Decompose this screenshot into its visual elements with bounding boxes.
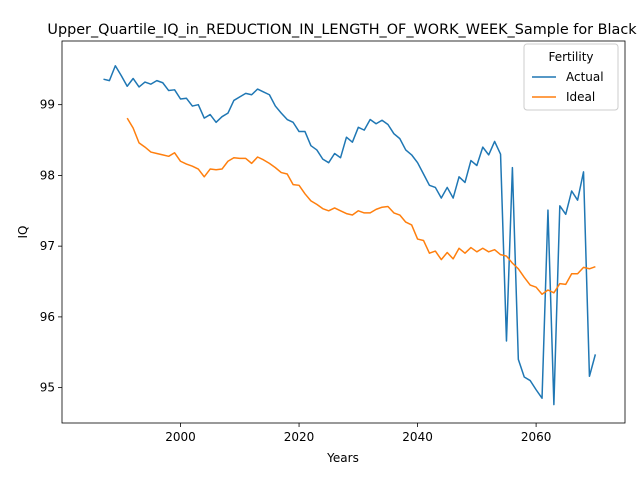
x-tick-label: 2060 bbox=[521, 430, 552, 444]
x-axis-label: Years bbox=[326, 451, 359, 465]
y-tick-label: 98 bbox=[40, 168, 55, 182]
legend-label-ideal: Ideal bbox=[566, 90, 595, 104]
legend: Fertility Actual Ideal bbox=[523, 43, 619, 111]
y-axis: 95 96 97 98 99 bbox=[40, 98, 62, 395]
x-tick-label: 2040 bbox=[402, 430, 433, 444]
chart-title: Upper_Quartile_IQ_in_REDUCTION_IN_LENGTH… bbox=[47, 22, 637, 38]
y-tick-label: 96 bbox=[40, 310, 55, 324]
y-tick-label: 97 bbox=[40, 239, 55, 253]
legend-box bbox=[523, 43, 619, 111]
x-axis: 2000 2020 2040 2060 bbox=[165, 423, 551, 444]
x-tick-label: 2000 bbox=[165, 430, 196, 444]
y-axis-label: IQ bbox=[16, 226, 30, 239]
series-layer bbox=[103, 65, 597, 406]
series-line-ideal bbox=[126, 117, 596, 295]
y-tick-label: 99 bbox=[40, 98, 55, 112]
legend-title: Fertility bbox=[548, 50, 593, 64]
y-tick-label: 95 bbox=[40, 381, 55, 395]
x-tick-label: 2020 bbox=[284, 430, 315, 444]
plot-area bbox=[61, 40, 626, 424]
legend-label-actual: Actual bbox=[566, 70, 604, 84]
series-line-actual bbox=[103, 65, 597, 406]
